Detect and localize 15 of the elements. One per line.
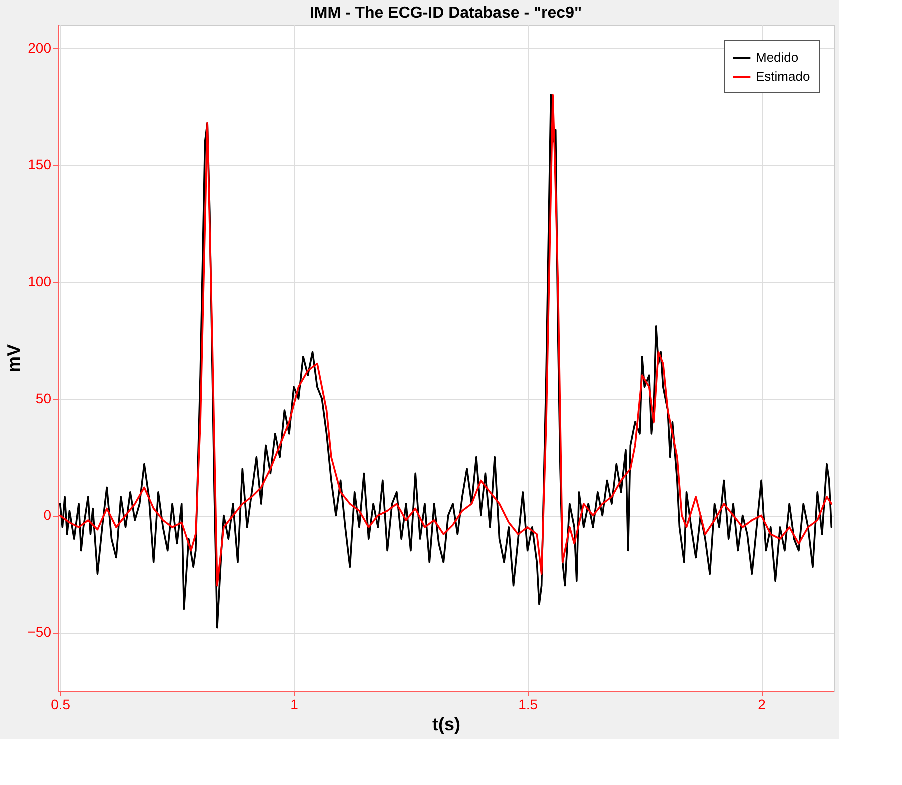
y-axis-title: mV [4,344,24,373]
y-tick-label: 0 [44,507,52,524]
y-tick-label: 100 [28,274,52,290]
y-tick-label: 200 [28,40,52,56]
chart-title: IMM - The ECG-ID Database - "rec9" [310,5,582,22]
y-tick-label: 50 [36,390,52,406]
y-tick-label: −50 [28,624,52,640]
x-tick-label: 1.5 [518,696,538,712]
x-tick-label: 0.5 [51,696,71,712]
y-tick-label: 150 [28,156,52,173]
x-tick-label: 1 [290,696,299,712]
x-axis-title: t(s) [432,714,460,734]
x-tick-label: 2 [758,696,766,712]
legend-label: Estimado [756,69,810,84]
legend-label: Medido [756,50,799,65]
